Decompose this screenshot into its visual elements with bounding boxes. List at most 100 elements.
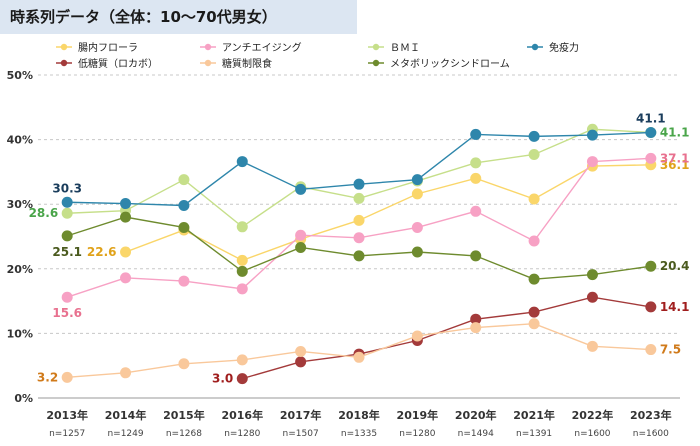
data-point [353, 214, 365, 226]
data-point [120, 198, 132, 210]
x-sample-size-label: n=1494 [458, 429, 494, 439]
data-label: 41.1 [636, 111, 666, 125]
data-point [295, 345, 307, 357]
data-point [528, 235, 540, 247]
data-point [411, 246, 423, 258]
data-point [353, 192, 365, 204]
x-sample-size-label: n=1507 [283, 429, 319, 439]
x-sample-size-label: n=1600 [633, 429, 669, 439]
data-point [295, 356, 307, 368]
x-sample-size-label: n=1600 [574, 429, 610, 439]
data-point [178, 174, 190, 186]
data-point [470, 157, 482, 169]
data-point [120, 211, 132, 223]
legend-marker [60, 59, 68, 67]
data-point [470, 128, 482, 140]
data-point [61, 371, 73, 383]
y-tick-label: 50% [7, 69, 33, 82]
data-point [528, 318, 540, 330]
legend-label: 低糖質（ロカボ） [78, 57, 158, 70]
legend-label: 免疫力 [549, 41, 579, 54]
series-line [66, 216, 651, 280]
data-point [645, 260, 657, 272]
legend-marker [531, 43, 539, 51]
data-point [295, 183, 307, 195]
data-point [528, 306, 540, 318]
data-point [295, 241, 307, 253]
data-point [178, 221, 190, 233]
data-point [528, 193, 540, 205]
x-tick-label: 2019年 [397, 408, 439, 422]
y-tick-label: 20% [7, 263, 33, 276]
data-label: 30.3 [52, 181, 82, 195]
legend-label: ＢＭＩ [390, 43, 420, 54]
legend-label: 糖質制限食 [222, 57, 272, 70]
data-point [120, 272, 132, 284]
data-point [470, 313, 482, 325]
data-point [61, 230, 73, 242]
y-tick-label: 30% [7, 198, 33, 211]
data-point [178, 358, 190, 370]
legend-marker [372, 59, 380, 67]
data-point [61, 291, 73, 303]
x-sample-size-label: n=1257 [49, 429, 85, 439]
data-point [528, 130, 540, 142]
data-point [470, 322, 482, 334]
data-point [411, 188, 423, 200]
x-tick-label: 2023年 [630, 408, 672, 422]
data-point [411, 174, 423, 186]
data-label: 3.0 [212, 372, 233, 386]
data-point [236, 221, 248, 233]
data-point [61, 196, 73, 208]
x-sample-size-label: n=1280 [224, 429, 260, 439]
x-sample-size-label: n=1268 [166, 429, 202, 439]
data-point [120, 246, 132, 258]
data-label: 3.2 [37, 370, 58, 384]
data-label: 36.1 [660, 158, 690, 172]
x-tick-label: 2014年 [105, 408, 147, 422]
data-point [645, 301, 657, 313]
data-point [236, 373, 248, 385]
data-label: 25.1 [52, 245, 82, 259]
series-line [242, 296, 651, 380]
data-label: 15.6 [52, 306, 82, 320]
data-point [470, 205, 482, 217]
legend-label: メタボリックシンドローム [390, 58, 510, 70]
data-point [470, 172, 482, 184]
y-tick-label: 40% [7, 134, 33, 147]
data-point [353, 250, 365, 262]
data-point [236, 265, 248, 277]
data-point [645, 126, 657, 138]
data-label: 41.1 [660, 125, 690, 139]
data-point [120, 367, 132, 379]
data-point [586, 129, 598, 141]
data-point [411, 330, 423, 342]
chart-title: 時系列データ（全体：10〜70代男女） [10, 8, 277, 26]
data-label: 37.1 [660, 151, 690, 165]
data-label: 20.4 [660, 259, 690, 273]
legend-marker [204, 43, 212, 51]
x-tick-label: 2016年 [221, 408, 263, 422]
legend-label: 腸内フローラ [78, 41, 138, 54]
data-point [353, 178, 365, 190]
data-label: 28.6 [29, 206, 59, 220]
data-point [586, 291, 598, 303]
chart-title-box: 時系列データ（全体：10〜70代男女） [0, 0, 357, 34]
y-tick-label: 0% [14, 392, 33, 405]
data-point [295, 229, 307, 241]
x-tick-label: 2020年 [455, 408, 497, 422]
data-point [178, 275, 190, 287]
data-point [411, 221, 423, 233]
x-sample-size-label: n=1280 [399, 429, 435, 439]
series-line [125, 164, 651, 262]
x-tick-label: 2017年 [280, 408, 322, 422]
data-point [353, 232, 365, 244]
x-tick-label: 2015年 [163, 408, 205, 422]
x-sample-size-label: n=1391 [516, 429, 552, 439]
data-point [528, 273, 540, 285]
data-point [645, 152, 657, 164]
data-point [236, 156, 248, 168]
legend-marker [60, 43, 68, 51]
data-point [586, 269, 598, 281]
